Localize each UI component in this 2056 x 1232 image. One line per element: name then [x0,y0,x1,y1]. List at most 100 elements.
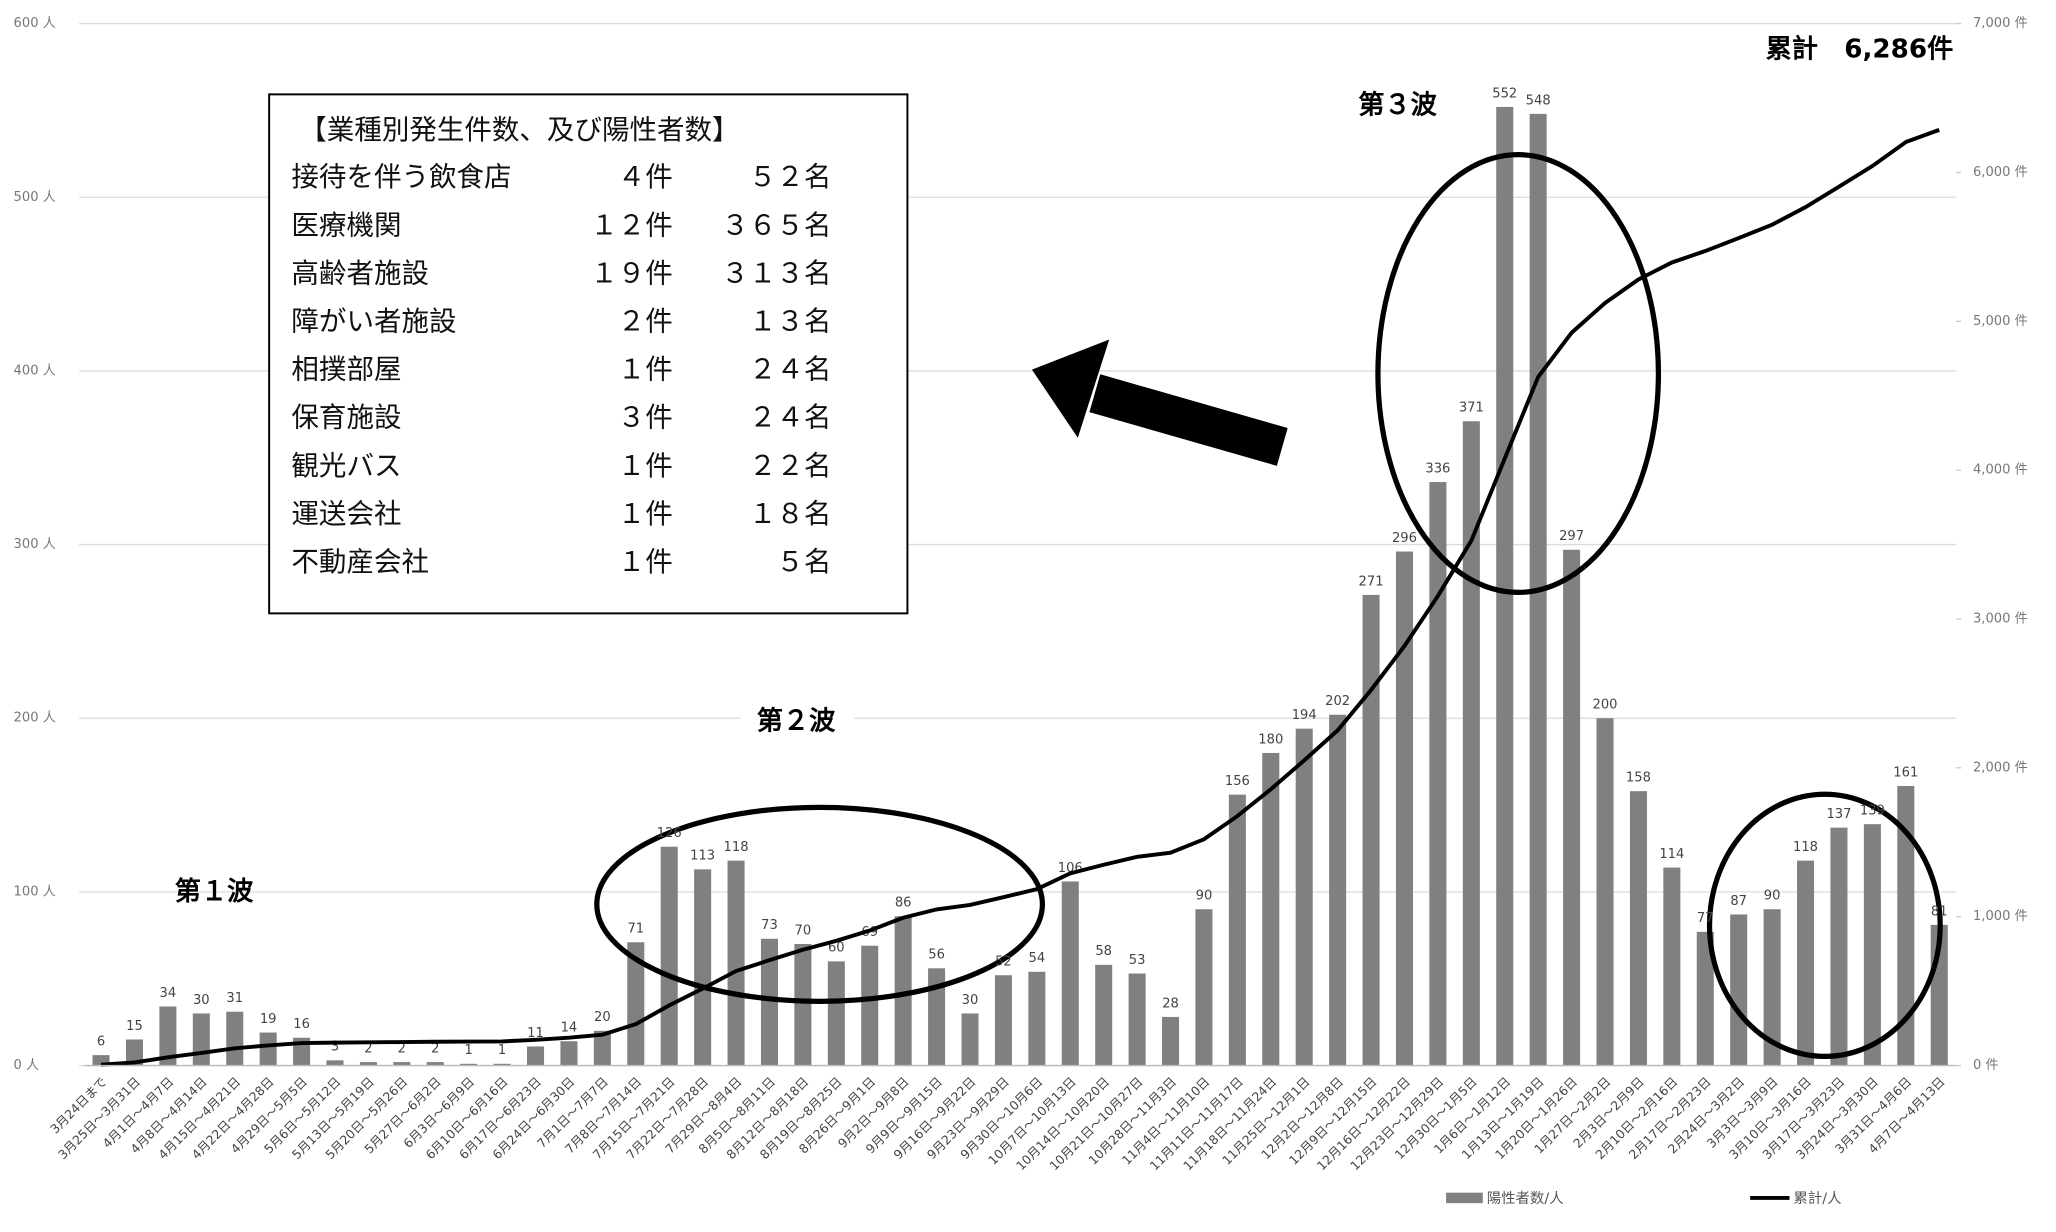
row-people: １３名 [749,306,832,338]
bar [1228,794,1246,1066]
legend-label: 累計/人 [1793,1190,1841,1207]
bar [1763,909,1781,1066]
y2-tick-label: 2,000 件 [1973,759,2028,775]
data-label: 297 [1559,529,1584,544]
bar [1797,860,1815,1066]
data-label: 87 [1730,894,1747,909]
y2-tick-label: 0 件 [1973,1057,1999,1073]
bar [627,942,645,1066]
data-label: 2 [431,1041,439,1056]
data-label: 161 [1893,765,1918,780]
bar [426,1062,444,1066]
bar [1295,728,1313,1066]
data-label: 52 [995,955,1012,970]
y2-tick-label: 6,000 件 [1973,164,2028,180]
bar [1663,867,1681,1066]
row-count: ２件 [618,306,673,338]
bar [527,1046,545,1066]
bar [1897,785,1915,1066]
bar [1496,106,1514,1066]
data-label: 73 [761,918,778,933]
y-tick-label: 100 人 [14,884,56,899]
bar [1362,594,1380,1066]
data-label: 1 [498,1043,506,1058]
data-label: 296 [1392,531,1417,546]
bar [1095,964,1113,1066]
data-label: 28 [1162,996,1179,1011]
data-label: 113 [690,849,715,864]
bar [1596,718,1614,1066]
row-count: １２件 [590,209,673,241]
bar [1262,752,1280,1066]
data-label: 56 [928,948,945,963]
row-count: １９件 [590,257,673,289]
data-label: 1 [465,1043,473,1058]
data-label: 11 [527,1026,544,1041]
bar [694,869,712,1066]
bar [1128,973,1146,1066]
row-name: 高齢者施設 [291,257,429,289]
y-tick-label: 600 人 [14,16,56,31]
data-label: 158 [1626,771,1651,786]
data-label: 53 [1129,953,1146,968]
row-name: 保育施設 [291,402,401,434]
data-label: 58 [1095,944,1112,959]
row-name: 不動産会社 [291,546,429,578]
bar [1028,971,1046,1066]
row-count: ３件 [618,402,673,434]
data-label: 137 [1826,807,1851,822]
table-title: 【業種別発生件数、及び陽性者数】 [299,114,739,146]
bar [894,916,912,1066]
bar [1629,791,1647,1066]
label-bg [740,702,854,742]
data-label: 271 [1359,574,1384,589]
row-name: 運送会社 [291,498,401,530]
wave-ellipse [1375,152,1662,596]
row-name: 障がい者施設 [291,306,456,338]
data-label: 156 [1225,774,1250,789]
y2-tick-label: 7,000 件 [1973,15,2028,31]
data-label: 71 [627,922,644,937]
row-name: 相撲部屋 [291,354,401,386]
y-tick-label: 0 人 [14,1058,40,1073]
data-label: 202 [1325,694,1350,709]
data-label: 90 [1196,889,1213,904]
arrow-head [1031,339,1110,438]
bar [159,1006,177,1066]
bar [760,938,778,1066]
legend-swatch [1446,1192,1483,1204]
data-label: 20 [594,1010,611,1025]
y-tick-label: 300 人 [14,537,56,552]
wave-ellipse [594,804,1046,1004]
data-label: 14 [561,1021,578,1036]
row-people: ５２名 [749,161,832,193]
row-people: １８名 [749,498,832,530]
wave-label: 第２波 [757,706,836,737]
row-count: ４件 [618,161,673,193]
data-label: 60 [828,941,845,956]
data-label: 126 [657,826,682,841]
bar [1696,931,1714,1066]
data-label: 86 [895,896,912,911]
row-count: １件 [618,354,673,386]
bar [326,1060,344,1066]
bar [1329,714,1347,1066]
data-label: 194 [1292,708,1317,723]
bar [1730,914,1748,1066]
legend-label: 陽性者数/人 [1487,1190,1564,1207]
data-label: 81 [1931,904,1948,919]
arrow-shaft [1089,374,1288,466]
bar [794,943,812,1066]
data-label: 30 [193,993,210,1008]
bar [1061,881,1079,1066]
data-label: 31 [226,991,243,1006]
data-label: 19 [260,1012,277,1027]
bar [192,1013,210,1066]
bar [1162,1016,1180,1066]
bar [560,1041,578,1066]
data-label: 3 [331,1040,339,1055]
bar [226,1011,244,1066]
row-count: １件 [618,498,673,530]
